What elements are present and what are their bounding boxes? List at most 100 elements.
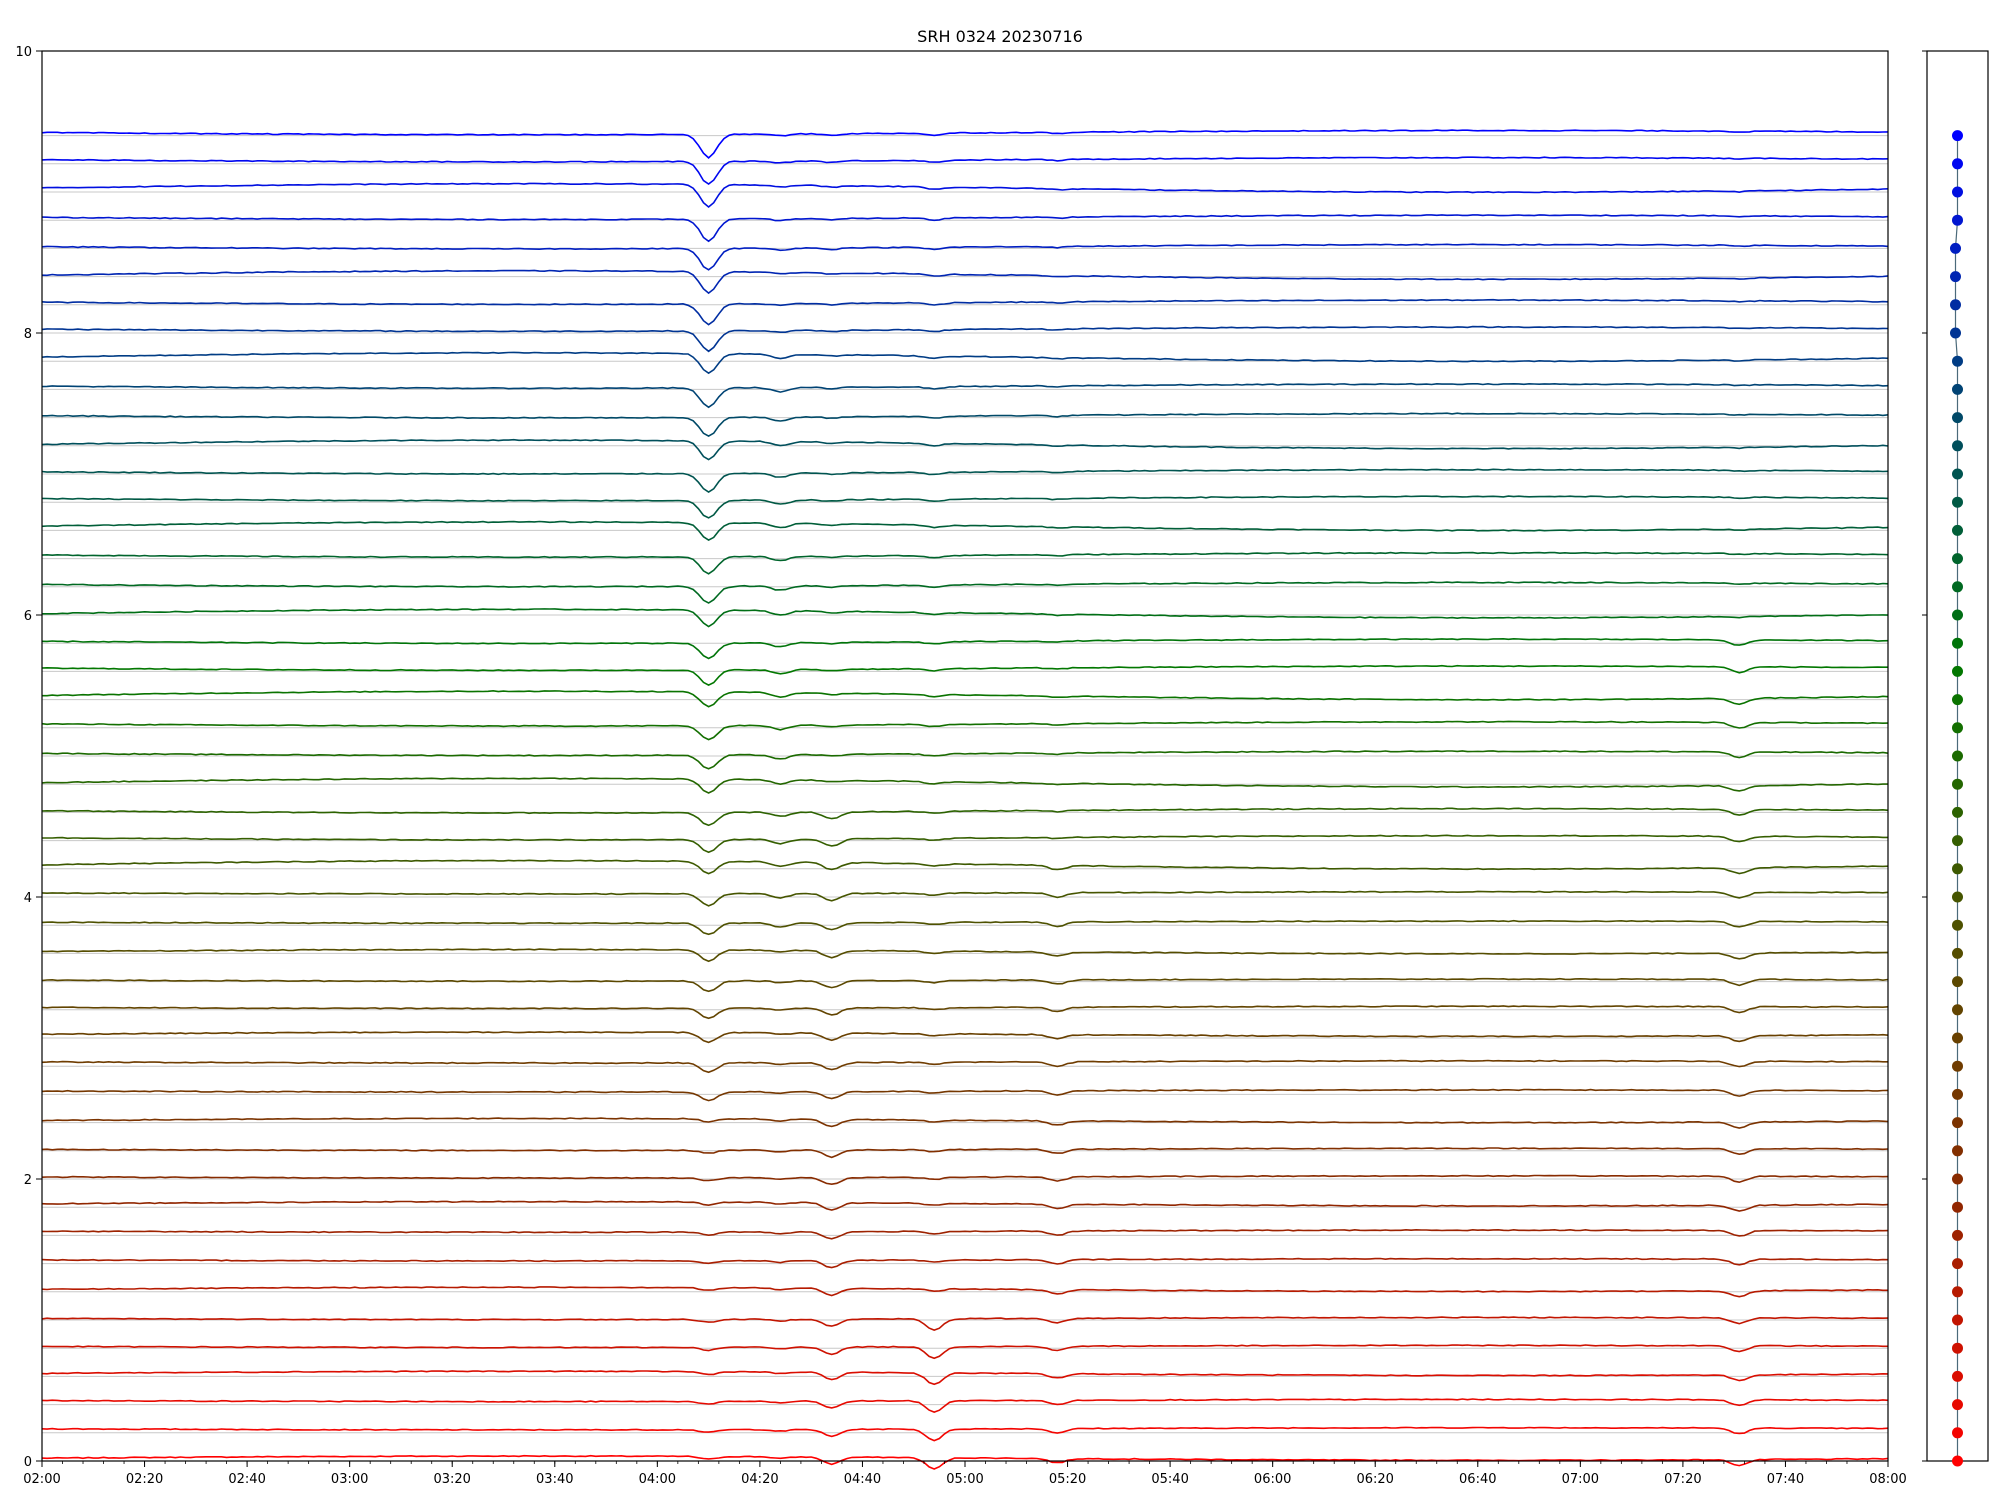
trace-line	[42, 412, 1889, 438]
x-tick-label: 03:40	[536, 1472, 573, 1487]
side-marker	[1952, 863, 1963, 875]
trace-line	[41, 1454, 1889, 1470]
side-marker	[1952, 976, 1963, 988]
side-marker	[1952, 412, 1963, 424]
side-marker	[1952, 1088, 1963, 1100]
main-plot: 02:00 02:20 02:40 03:00 03:20 03:40 04:00 04:20…	[15, 45, 1906, 1487]
y-tick-label: 0	[24, 1455, 32, 1470]
side-marker	[1952, 1229, 1963, 1241]
side-marker	[1952, 468, 1963, 480]
trace-line	[41, 859, 1889, 875]
side-marker	[1952, 1145, 1963, 1157]
trace-line	[41, 298, 1889, 326]
x-tick-label: 03:20	[433, 1472, 470, 1487]
trace-line	[41, 1200, 1889, 1212]
trace-line	[41, 919, 1889, 936]
trace-line	[41, 1174, 1889, 1186]
y-tick-label: 4	[24, 891, 32, 906]
side-marker	[1952, 609, 1963, 621]
side-marker	[1952, 158, 1963, 170]
side-marker	[1952, 637, 1963, 649]
y-tick-label: 10	[15, 45, 32, 60]
x-tick-label: 07:20	[1664, 1472, 1701, 1487]
side-marker	[1952, 778, 1963, 790]
trace-line	[41, 664, 1888, 686]
side-marker	[1952, 496, 1963, 508]
side-marker	[1952, 1258, 1963, 1270]
x-tick-label: 07:40	[1767, 1472, 1804, 1487]
side-marker	[1952, 806, 1963, 818]
side-marker	[1952, 1286, 1963, 1298]
trace-line	[41, 1228, 1889, 1240]
x-axis: 02:00 02:20 02:40 03:00 03:20 03:40 04:00 04:20…	[23, 1461, 1907, 1487]
trace-line	[41, 1286, 1888, 1298]
trace-line	[41, 1005, 1889, 1020]
trace-line	[41, 1316, 1889, 1331]
trace-line	[41, 581, 1889, 604]
trace-line	[41, 890, 1889, 907]
side-marker	[1952, 214, 1963, 226]
side-marker	[1952, 1004, 1963, 1016]
side-marker	[1950, 299, 1961, 311]
x-tick-label: 08:00	[1869, 1472, 1906, 1487]
trace-line	[41, 1059, 1888, 1074]
x-tick-label: 04:00	[639, 1472, 676, 1487]
side-panel-markers	[1950, 130, 1963, 1467]
trace-line	[41, 495, 1889, 519]
x-tick-label: 06:00	[1254, 1472, 1291, 1487]
trace-line	[41, 269, 1889, 295]
trace-line	[41, 129, 1889, 159]
y-tick-label: 6	[24, 609, 32, 624]
side-marker	[1952, 665, 1963, 677]
side-marker	[1950, 271, 1961, 283]
trace-line	[41, 520, 1889, 542]
x-tick-label: 02:20	[126, 1472, 163, 1487]
side-marker	[1952, 1032, 1963, 1044]
trace-line	[41, 243, 1889, 271]
side-marker	[1952, 1455, 1963, 1467]
trace-line	[41, 1117, 1889, 1129]
side-marker	[1952, 1117, 1963, 1129]
trace-line	[41, 382, 1889, 409]
side-marker	[1952, 947, 1963, 959]
trace-line	[41, 351, 1889, 375]
trace-line	[42, 689, 1889, 708]
trace-line	[41, 1257, 1889, 1269]
side-marker	[1952, 581, 1963, 593]
trace-line	[41, 750, 1889, 770]
trace-series	[41, 129, 1889, 1470]
side-marker	[1952, 1314, 1963, 1326]
side-marker	[1950, 327, 1961, 339]
x-tick-label: 06:40	[1459, 1472, 1496, 1487]
trace-line	[41, 551, 1889, 575]
side-panel-ticks	[1922, 50, 1958, 1466]
side-marker	[1952, 694, 1963, 706]
trace-line	[41, 1426, 1889, 1442]
x-tick-label: 06:20	[1356, 1472, 1393, 1487]
side-marker	[1952, 186, 1963, 198]
trace-line	[41, 214, 1889, 243]
side-panel	[1922, 50, 1989, 1467]
side-marker	[1952, 130, 1963, 142]
x-tick-label: 02:00	[23, 1472, 60, 1487]
trace-line	[41, 156, 1889, 185]
x-tick-label: 02:40	[228, 1472, 265, 1487]
trace-line	[41, 807, 1889, 827]
trace-line	[42, 834, 1888, 854]
side-marker	[1952, 383, 1963, 395]
trace-line	[41, 777, 1888, 794]
chart-title: SRH 0324 20230716	[917, 27, 1083, 46]
trace-line	[41, 438, 1889, 461]
x-tick-label: 04:20	[741, 1472, 778, 1487]
trace-line	[41, 1370, 1889, 1386]
side-marker	[1952, 355, 1963, 367]
side-marker	[1952, 1427, 1963, 1439]
trace-line	[41, 1398, 1889, 1413]
side-marker	[1952, 1060, 1963, 1072]
side-marker	[1952, 440, 1963, 452]
trace-line	[42, 948, 1889, 963]
x-tick-label: 05:00	[946, 1472, 983, 1487]
trace-line	[42, 1344, 1888, 1360]
trace-line	[41, 637, 1889, 660]
